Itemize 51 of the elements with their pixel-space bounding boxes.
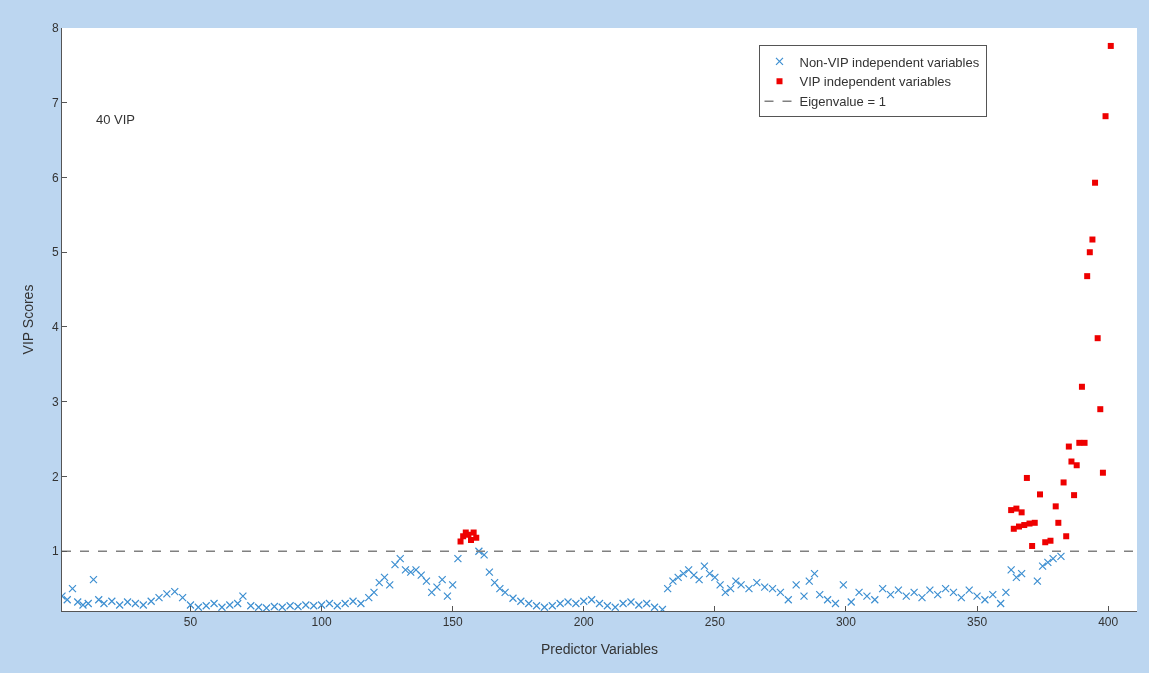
point — [1086, 249, 1093, 256]
y-tick-label: 3 — [51, 394, 59, 409]
point — [1094, 335, 1101, 342]
point — [1029, 542, 1036, 549]
point — [1063, 533, 1070, 540]
point — [1068, 458, 1075, 465]
x-tick-label: 200 — [573, 615, 595, 630]
point — [1065, 443, 1072, 450]
x-tick-label: 100 — [311, 615, 332, 630]
x-axis-title: Predictor Variables — [540, 640, 659, 657]
point — [1081, 439, 1088, 446]
x-tick-label: 300 — [835, 615, 857, 630]
point — [1060, 479, 1067, 486]
point — [1036, 491, 1043, 498]
legend-label: Non-VIP independent variables — [799, 54, 980, 70]
point — [1076, 439, 1083, 446]
x-tick-label: 250 — [704, 615, 726, 630]
y-tick-label: 5 — [51, 245, 59, 260]
point — [1099, 469, 1106, 476]
annotation: 40 VIP — [96, 112, 136, 127]
point — [1107, 42, 1114, 49]
point — [473, 534, 480, 541]
legend-label: VIP independent variables — [799, 74, 952, 90]
point — [1097, 406, 1104, 413]
point — [1078, 383, 1085, 390]
point — [1031, 519, 1038, 526]
y-tick-label: 7 — [51, 95, 59, 110]
x-tick-label: 400 — [1098, 615, 1119, 630]
x-tick-label: 350 — [967, 615, 988, 630]
point — [1021, 522, 1028, 529]
point — [1023, 474, 1030, 481]
point — [1084, 273, 1091, 280]
y-axis-title: VIP Scores — [19, 284, 36, 355]
y-tick-label: 2 — [51, 469, 59, 484]
legend-label: Eigenvalue = 1 — [799, 94, 886, 110]
point — [1047, 537, 1054, 544]
point — [1052, 503, 1059, 510]
point — [1013, 505, 1020, 512]
point — [1055, 519, 1062, 526]
y-tick-label: 8 — [51, 21, 59, 36]
y-tick-label: 1 — [51, 544, 59, 559]
x-tick-label: 50 — [183, 615, 198, 630]
point — [1018, 509, 1025, 516]
point — [1089, 236, 1096, 243]
point — [1071, 492, 1078, 499]
y-tick-label: 6 — [51, 170, 59, 185]
point — [1092, 179, 1099, 186]
x-tick-label: 150 — [442, 615, 463, 630]
point — [1102, 113, 1109, 120]
y-tick-label: 4 — [51, 320, 59, 335]
point — [1073, 462, 1080, 469]
